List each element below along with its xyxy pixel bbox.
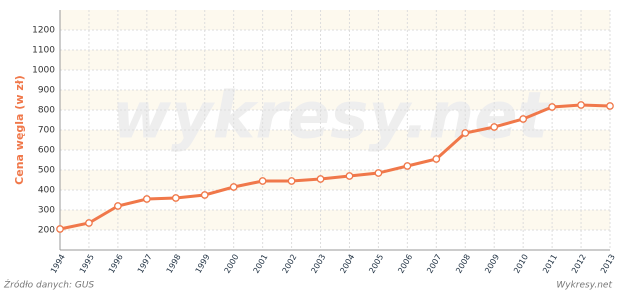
x-tick-label: 2004 [338, 253, 356, 275]
point [229, 183, 238, 191]
x-tick-label: 2012 [570, 253, 588, 275]
y-tick-label: 900 [38, 86, 55, 96]
point [548, 103, 556, 111]
x-tick-label: 1997 [136, 253, 154, 275]
line [59, 103, 611, 231]
point [200, 191, 209, 199]
x-tick-label: 2009 [483, 253, 501, 275]
point [345, 172, 354, 180]
point [56, 225, 64, 233]
x-tick-label: 2011 [541, 253, 559, 275]
point [577, 101, 585, 109]
y-tick-label: 800 [38, 106, 55, 116]
point [142, 195, 151, 203]
band [60, 90, 610, 110]
band [60, 210, 610, 230]
x-tick-label: 1994 [49, 253, 67, 275]
y-tick-label: 1100 [32, 46, 55, 56]
x-tick-label: 1996 [107, 253, 125, 275]
plot-background [60, 10, 610, 230]
y-tick-label: 1000 [32, 66, 55, 76]
watermark: wykresy.net [112, 80, 551, 154]
band [60, 50, 610, 70]
x-tick-label: 2010 [512, 253, 530, 275]
band [60, 170, 610, 190]
y-tick-label: 1200 [32, 26, 55, 36]
point [171, 194, 180, 202]
x-tick-label: 2007 [425, 253, 443, 275]
brand: Wykresy.net [556, 281, 612, 291]
source: Źródło danych: GUS [3, 279, 94, 291]
point [258, 177, 267, 185]
point [316, 175, 325, 183]
x-tick-label: 2006 [396, 253, 414, 275]
x-tick-label: 2013 [599, 253, 617, 275]
point [432, 155, 441, 163]
point [461, 129, 470, 137]
band [60, 130, 610, 150]
y-tick-label: 700 [38, 126, 55, 136]
x-tick-label: 2005 [367, 253, 385, 275]
point [287, 177, 296, 185]
x-tick-label: 1999 [194, 253, 212, 275]
x-tick-label: 1998 [165, 253, 183, 275]
y-tick-label: 200 [38, 226, 55, 236]
x-tick-label: 2002 [281, 253, 299, 275]
y-tick-label: 400 [38, 186, 55, 196]
x-tick-label: 2001 [252, 253, 270, 275]
point [490, 123, 499, 131]
point [519, 115, 528, 123]
x-tick-label: 2003 [309, 253, 327, 275]
point [606, 102, 614, 110]
point [114, 202, 122, 210]
x-tick-label: 1995 [78, 253, 96, 275]
point [374, 169, 383, 177]
y-tick-label: 300 [38, 206, 55, 216]
point [403, 162, 412, 170]
y-axis-label: Cena węgla (w zł) [13, 75, 26, 185]
point [85, 219, 93, 227]
x-tick-label: 2008 [454, 253, 472, 275]
y-tick-label: 600 [38, 146, 55, 156]
y-tick-label: 500 [38, 166, 55, 176]
band [60, 10, 610, 30]
x-tick-label: 2000 [223, 253, 241, 275]
